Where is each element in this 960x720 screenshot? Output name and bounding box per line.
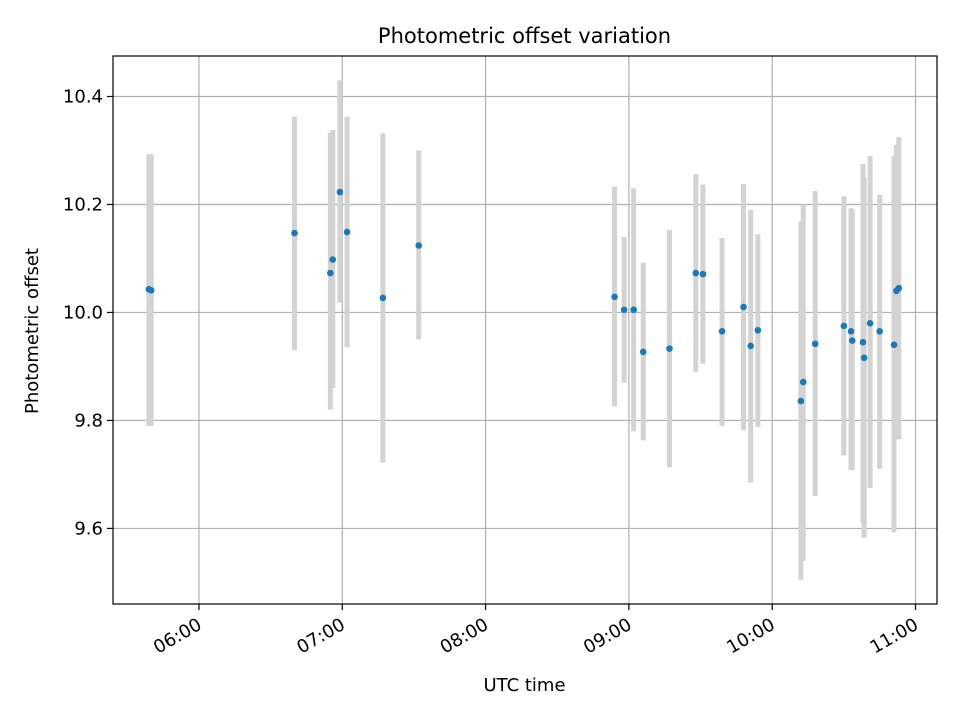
- data-point: [740, 303, 747, 311]
- plot-frame: [112, 55, 938, 605]
- data-point: [692, 269, 700, 277]
- y-tick-label: 10.0: [63, 302, 103, 323]
- data-point: [797, 397, 805, 405]
- data-point: [847, 328, 855, 335]
- data-point: [876, 328, 883, 335]
- data-point: [799, 378, 807, 386]
- data-point: [666, 345, 673, 352]
- data-point: [754, 326, 762, 334]
- data-point: [866, 319, 874, 327]
- data-point: [859, 338, 867, 346]
- data-point: [329, 256, 337, 263]
- data-point: [860, 354, 868, 362]
- grid: [113, 56, 937, 604]
- data-point: [379, 294, 387, 302]
- data-point: [327, 269, 334, 277]
- data-point: [890, 341, 898, 349]
- data-point: [848, 337, 856, 344]
- y-tick-label: 10.4: [63, 86, 103, 107]
- y-axis-title: Photometric offset: [22, 248, 43, 414]
- data-point: [747, 342, 755, 350]
- data-point: [811, 340, 819, 348]
- y-tick-label: 10.2: [63, 194, 103, 215]
- y-tick-label: 9.8: [74, 410, 103, 431]
- data-point: [840, 322, 848, 330]
- data-point: [699, 270, 707, 278]
- data-point: [895, 284, 903, 292]
- data-point: [415, 242, 423, 249]
- data-point: [639, 348, 647, 356]
- y-tick-label: 9.6: [74, 518, 103, 539]
- data-point: [336, 188, 344, 196]
- data-point: [147, 287, 155, 294]
- chart-title: Photometric offset variation: [378, 24, 671, 48]
- x-axis-title: UTC time: [483, 675, 565, 696]
- data-point: [343, 228, 351, 236]
- data-point: [630, 306, 637, 314]
- data-point: [291, 229, 298, 237]
- data-point: [620, 306, 628, 314]
- data-points: [145, 188, 903, 405]
- data-point: [611, 293, 618, 301]
- data-point: [718, 328, 726, 335]
